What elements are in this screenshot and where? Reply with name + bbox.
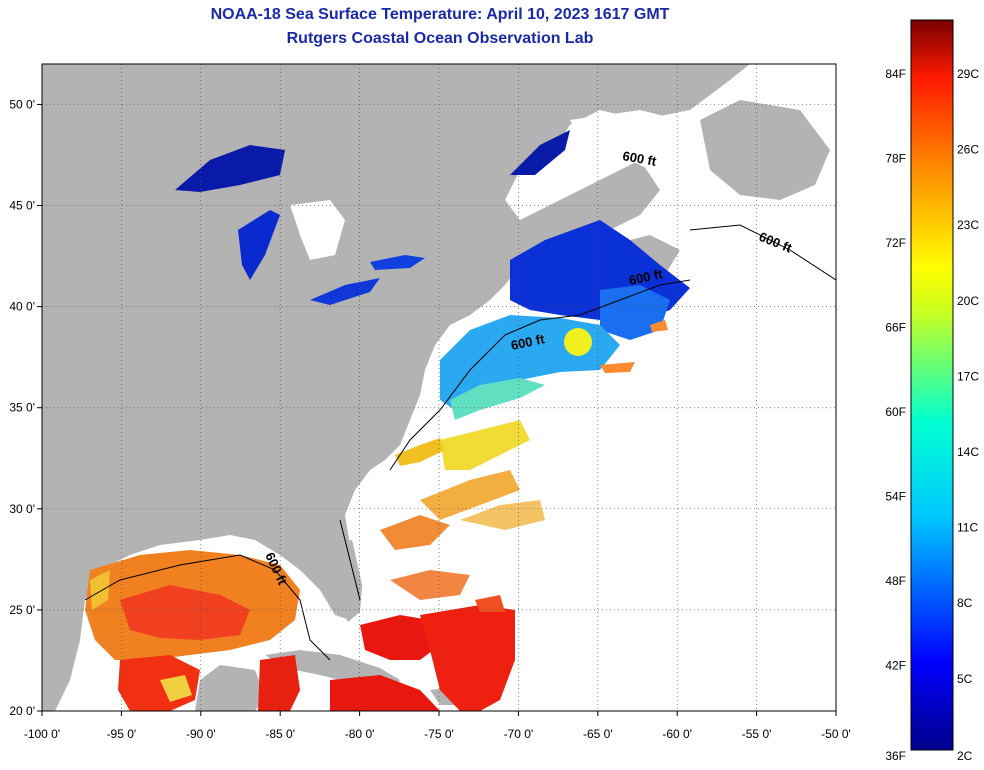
colorbar-c-label: 20C <box>957 294 979 308</box>
lon-tick-label: -55 0' <box>742 727 772 741</box>
colorbar-f-label: 60F <box>885 405 906 419</box>
contour-label-600ft: 600 ft <box>621 148 658 169</box>
colorbar-c-label: 17C <box>957 369 979 383</box>
lake-erie <box>310 278 380 305</box>
lon-tick-label: -80 0' <box>345 727 375 741</box>
colorbar-f-label: 78F <box>885 152 906 166</box>
colorbar-f-label: 42F <box>885 659 906 673</box>
colorbar-f-label: 84F <box>885 67 906 81</box>
caribbean-warm-water <box>330 595 515 711</box>
lake-michigan <box>238 210 280 280</box>
warm-core-eddy <box>564 328 592 356</box>
lon-tick-label: -75 0' <box>424 727 454 741</box>
lat-tick-label: 40 0' <box>9 300 35 314</box>
lake-superior <box>175 145 285 192</box>
colorbar-c-label: 14C <box>957 445 979 459</box>
lat-tick-label: 45 0' <box>9 199 35 213</box>
colorbar-c-label: 29C <box>957 67 979 81</box>
lat-tick-label: 25 0' <box>9 603 35 617</box>
longitude-axis: -100 0' -95 0' -90 0' -85 0' -80 0' -75 0' -70… <box>24 711 851 741</box>
colorbar-c-label: 8C <box>957 596 973 610</box>
lon-tick-label: -65 0' <box>583 727 613 741</box>
colorbar-c-label: 26C <box>957 143 979 157</box>
graticule <box>42 64 836 711</box>
lake-ontario <box>370 255 425 270</box>
north-america-landmass <box>42 64 750 711</box>
colorbar-f-label: 48F <box>885 574 906 588</box>
contour-label-600ft: 600 ft <box>628 266 665 288</box>
lon-tick-label: -90 0' <box>186 727 216 741</box>
colorbar-f-label: 72F <box>885 236 906 250</box>
lon-tick-label: -100 0' <box>24 727 60 741</box>
lat-tick-label: 30 0' <box>9 502 35 516</box>
colorbar <box>910 19 954 751</box>
colorbar-c-label: 23C <box>957 218 979 232</box>
colorbar-c-label: 11C <box>957 521 978 535</box>
lat-tick-label: 35 0' <box>9 401 35 415</box>
lon-tick-label: -50 0' <box>821 727 851 741</box>
lat-tick-label: 50 0' <box>9 97 35 111</box>
colorbar-fahrenheit-labels: 84F 78F 72F 66F 60F 54F 48F 42F 36F <box>885 67 906 763</box>
colorbar-c-label: 5C <box>957 672 973 686</box>
colorbar-f-label: 36F <box>885 749 906 763</box>
lon-tick-label: -60 0' <box>662 727 692 741</box>
newfoundland <box>700 100 830 200</box>
lon-tick-label: -70 0' <box>504 727 534 741</box>
lon-tick-label: -85 0' <box>265 727 295 741</box>
contour-label-600ft: 600 ft <box>510 331 547 353</box>
yucatan <box>195 665 265 711</box>
gulf-of-mexico-warm-water <box>85 550 300 711</box>
colorbar-celsius-labels: 29C 26C 23C 20C 17C 14C 11C 8C 5C 2C <box>957 67 979 763</box>
colorbar-c-label: 2C <box>957 749 973 763</box>
lon-tick-label: -95 0' <box>107 727 137 741</box>
gulf-stream-patches <box>380 420 545 600</box>
latitude-axis: 20 0' 25 0' 30 0' 35 0' 40 0' 45 0' 50 0' <box>9 97 42 718</box>
map-subtitle: Rutgers Coastal Ocean Observation Lab <box>286 30 594 47</box>
600ft-contour <box>84 224 836 661</box>
lat-tick-label: 20 0' <box>9 704 35 718</box>
colorbar-f-label: 54F <box>885 490 906 504</box>
colorbar-f-label: 66F <box>885 321 906 335</box>
map-title: NOAA-18 Sea Surface Temperature: April 1… <box>210 6 670 23</box>
lake-huron <box>290 200 345 260</box>
